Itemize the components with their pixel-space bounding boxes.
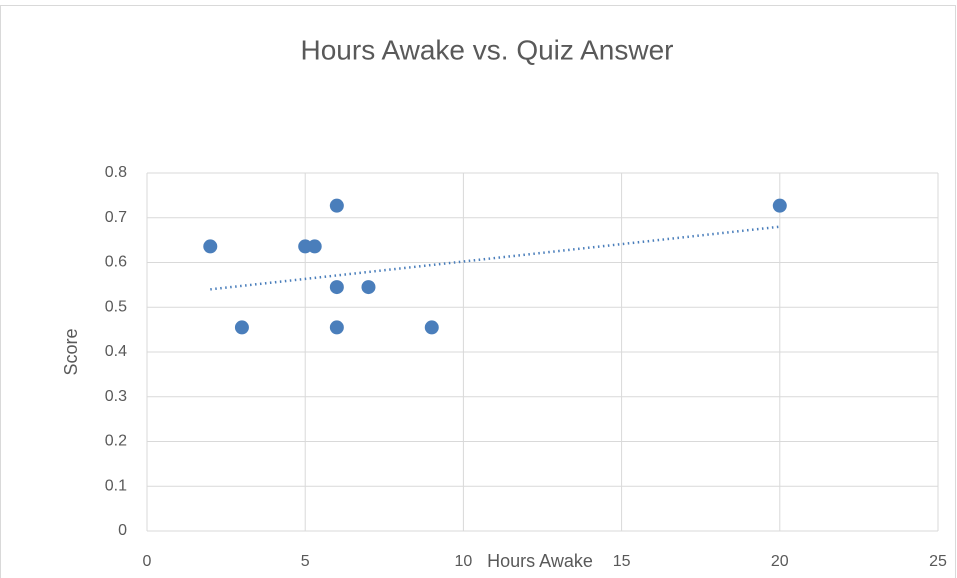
y-tick-label: 0.2: [105, 433, 127, 450]
point: [361, 280, 376, 295]
y-tick-label: 0: [118, 522, 127, 539]
x-tick-label: 5: [301, 553, 310, 570]
y-tick-label: 0.5: [105, 298, 127, 315]
x-tick-label: 25: [929, 553, 947, 570]
x-tick-label: 10: [455, 553, 473, 570]
x-axis-title: Hours Awake: [487, 551, 593, 571]
point: [234, 320, 249, 335]
x-tick-label: 15: [613, 553, 631, 570]
trendline: [210, 225, 780, 291]
point: [329, 320, 344, 335]
x-tick-label: 20: [771, 553, 789, 570]
y-tick-label: 0.1: [105, 477, 127, 494]
point: [307, 239, 322, 254]
y-axis-title: Score: [61, 328, 81, 375]
y-tick-label: 0.6: [105, 254, 127, 271]
x-tick-label: 0: [143, 553, 152, 570]
y-tick-label: 0.7: [105, 209, 127, 226]
point: [424, 320, 439, 335]
chart-border: [0, 5, 956, 578]
point: [329, 198, 344, 213]
y-tick-label: 0.4: [105, 343, 127, 360]
chart-title: Hours Awake vs. Quiz Answer: [301, 34, 674, 65]
point: [203, 239, 218, 254]
point: [772, 198, 787, 213]
y-tick-label: 0.3: [105, 388, 127, 405]
point: [329, 280, 344, 295]
y-tick-label: 0.8: [105, 164, 127, 181]
